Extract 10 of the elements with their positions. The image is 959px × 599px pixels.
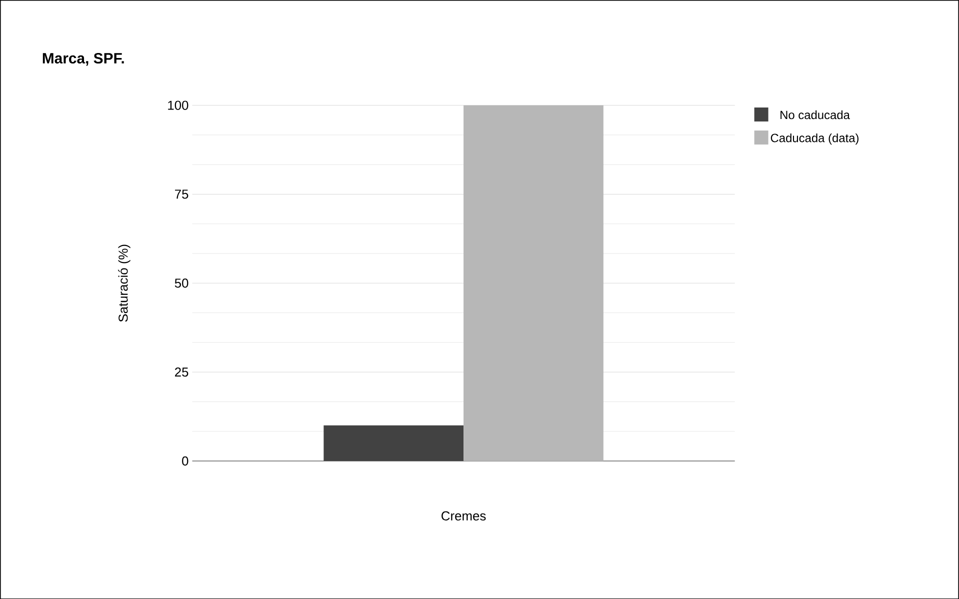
y-axis-title: Saturació (%) [118,244,130,322]
legend-label: No caducada [780,110,850,120]
y-tick-label: 0 [182,456,188,466]
legend-label: Caducada (data) [770,133,858,144]
chart-title: Marca, SPF. [42,52,124,66]
y-tick-label: 75 [175,190,188,199]
y-tick-label: 50 [174,278,188,288]
y-tick-label: 25 [174,367,188,377]
x-axis-title: Cremes [442,511,486,520]
y-tick-label: 100 [168,100,188,110]
